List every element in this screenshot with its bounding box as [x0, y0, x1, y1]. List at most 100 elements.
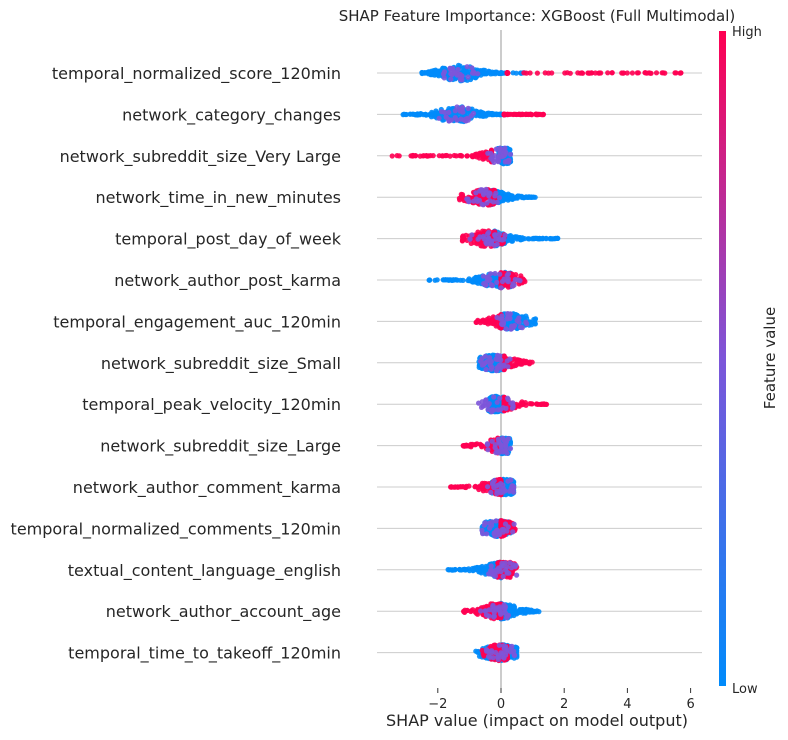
shap-point	[426, 277, 432, 283]
shap-point	[527, 70, 533, 76]
shap-point	[484, 441, 490, 447]
shap-point	[451, 69, 458, 75]
shap-point	[452, 567, 458, 573]
feature-label: temporal_normalized_score_120min	[52, 64, 341, 84]
shap-point	[446, 109, 452, 115]
shap-point	[478, 243, 484, 249]
shap-point	[439, 109, 445, 115]
shap-point	[505, 524, 511, 530]
shap-point	[534, 70, 541, 76]
shap-point	[505, 612, 511, 618]
shap-point	[507, 315, 513, 322]
feature-points	[419, 62, 684, 84]
shap-point	[458, 152, 464, 159]
shap-point	[480, 531, 486, 537]
shap-point	[517, 324, 524, 330]
shap-point	[457, 197, 463, 203]
shap-point	[511, 111, 517, 117]
shap-point	[499, 316, 505, 322]
shap-point	[470, 568, 476, 574]
shap-point	[479, 444, 485, 450]
shap-point	[491, 394, 497, 400]
shap-point	[507, 445, 514, 452]
shap-point	[492, 232, 498, 238]
x-axis-label: SHAP value (impact on model output)	[386, 711, 688, 730]
chart-title: SHAP Feature Importance: XGBoost (Full M…	[339, 7, 736, 25]
x-axis: −2 0 2 4 6	[428, 688, 695, 712]
feature-points	[473, 642, 520, 664]
x-tick-label: 4	[623, 697, 631, 712]
shap-point	[474, 318, 481, 325]
shap-point	[447, 65, 453, 71]
feature-label: network_time_in_new_minutes	[95, 188, 341, 208]
shap-point	[523, 194, 529, 200]
shap-point	[460, 277, 466, 283]
shap-point	[503, 326, 509, 332]
shap-point	[477, 234, 483, 240]
shap-point	[463, 442, 469, 448]
shap-point	[510, 605, 517, 611]
shap-point	[452, 108, 458, 114]
feature-points	[445, 559, 520, 581]
shap-point	[496, 355, 503, 361]
shap-point	[549, 236, 556, 242]
shap-point	[475, 71, 481, 77]
shap-point	[473, 648, 479, 654]
shap-point	[521, 358, 527, 364]
shap-point	[489, 438, 495, 444]
shap-point	[514, 318, 520, 324]
colorbar-title: Feature value	[761, 307, 779, 409]
feature-label: network_subreddit_size_Large	[100, 437, 341, 457]
shap-point	[488, 271, 494, 277]
feature-label: network_subreddit_size_Very Large	[60, 147, 341, 167]
shap-point	[540, 111, 547, 117]
shap-point	[469, 232, 475, 238]
shap-point	[511, 521, 517, 527]
shap-point	[441, 69, 448, 75]
shap-point	[451, 152, 457, 159]
shap-point	[489, 238, 495, 244]
feature-points	[479, 518, 518, 540]
shap-point	[489, 407, 495, 413]
shap-point	[428, 70, 434, 76]
shap-point	[494, 111, 500, 117]
shap-point	[417, 112, 423, 118]
feature-label: temporal_peak_velocity_120min	[82, 395, 341, 415]
shap-point	[485, 484, 491, 490]
shap-point	[532, 316, 539, 322]
shap-point	[486, 571, 492, 577]
feature-points	[389, 145, 514, 167]
shap-point	[479, 201, 485, 207]
shap-point	[474, 151, 480, 157]
shap-point	[549, 70, 555, 76]
shap-point	[496, 642, 502, 648]
shap-point	[483, 366, 489, 373]
shap-point	[620, 70, 626, 76]
shap-point	[434, 70, 440, 76]
shap-point	[518, 111, 524, 117]
shap-point	[653, 70, 660, 76]
shap-point	[497, 145, 503, 151]
feature-points	[473, 311, 539, 332]
x-tick-label: 2	[560, 697, 568, 712]
feature-label: temporal_engagement_auc_120min	[53, 312, 341, 332]
shap-point	[510, 529, 516, 535]
shap-point	[455, 484, 461, 490]
x-tick-label: 6	[686, 697, 694, 712]
shap-point	[629, 70, 636, 76]
shap-point	[494, 279, 500, 285]
shap-point	[496, 153, 502, 159]
shap-point	[446, 567, 452, 573]
shap-point	[487, 355, 493, 361]
shap-point	[487, 654, 493, 660]
shap-point	[500, 405, 506, 411]
shap-point	[634, 70, 640, 76]
shap-point	[480, 153, 486, 159]
shap-point	[473, 196, 479, 202]
shap-point	[512, 276, 518, 283]
shap-point	[480, 318, 487, 324]
shap-point	[498, 285, 504, 291]
shap-point	[407, 111, 413, 117]
shap-point	[501, 655, 507, 661]
shap-point	[500, 562, 506, 569]
